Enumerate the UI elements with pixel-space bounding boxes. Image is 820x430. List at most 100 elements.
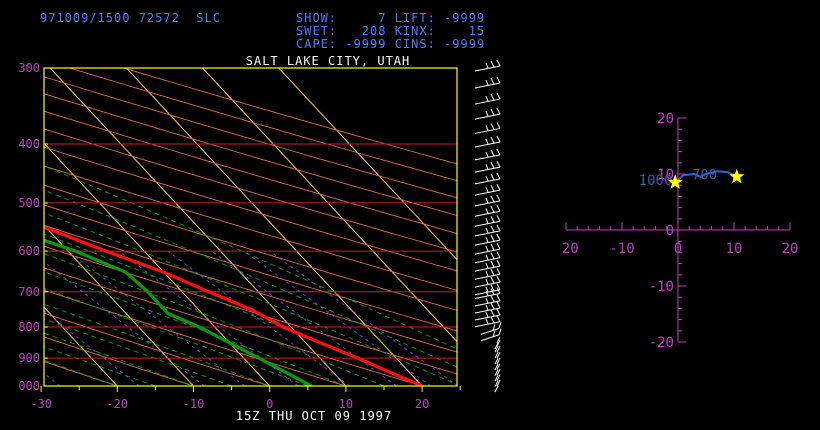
wind-barb [474, 259, 501, 272]
wind-barb [494, 363, 501, 376]
hodograph-pressure-label: 1000 [639, 173, 673, 189]
isotherm-line [202, 68, 457, 343]
moist-adiabat-line [44, 165, 457, 350]
wind-barb [494, 357, 501, 371]
dry-adiabat-line [44, 245, 457, 375]
wind-barb [474, 287, 501, 300]
wind-barb [474, 308, 501, 321]
hodograph-star-marker [729, 168, 745, 184]
pressure-tick-label: 900 [18, 351, 40, 365]
wind-barb [474, 122, 501, 134]
moist-adiabat-line [44, 303, 270, 386]
moist-adiabat-line [44, 346, 156, 386]
moist-adiabat-line [44, 332, 194, 386]
wind-barb [494, 374, 501, 387]
dry-adiabat-line [44, 267, 423, 386]
dry-adiabat-line [44, 184, 457, 311]
pressure-tick-label: 500 [18, 196, 40, 210]
mixing-ratio-line [44, 310, 140, 386]
mixing-ratio-line [269, 250, 457, 386]
wind-barb [474, 251, 501, 264]
dry-adiabat-line [122, 68, 457, 165]
dry-adiabat-line [44, 76, 457, 199]
temperature-tick-label: -20 [106, 397, 128, 411]
wind-barb [474, 275, 501, 288]
pressure-tick-label: 300 [18, 61, 40, 75]
dry-adiabat-line [44, 93, 457, 216]
pressure-tick-label: 600 [18, 244, 40, 258]
wind-barbs-column [474, 59, 502, 393]
isotherm-line [125, 68, 423, 386]
sounding-header: 971009/1500 72572 SLC SHOW: 7 LIFT: -999… [0, 0, 560, 60]
dry-adiabat-line [44, 204, 457, 332]
dry-adiabat-line [44, 128, 457, 253]
temperature-tick-label: 0 [266, 397, 273, 411]
sounding-profiles [44, 225, 423, 386]
hodograph-star-marker [667, 174, 683, 189]
hodograph-x-label: -10 [609, 241, 634, 257]
mixing-ratio-line [243, 250, 432, 386]
skew-t-axes: 300 400 500 600 700 800 900 000 -30 -20 -10 0 10 20 [18, 61, 461, 411]
wind-barb [474, 224, 501, 237]
wind-barb [474, 301, 501, 314]
wind-barb [474, 194, 501, 207]
dry-adiabat-line [0, 59, 41, 386]
wind-barb [494, 346, 501, 359]
temperature-tick-label: 10 [339, 397, 353, 411]
hodograph-wind-trace [674, 170, 738, 184]
sounding-time-label: 15Z THU OCT 09 1997 [236, 409, 392, 423]
wind-barb [474, 215, 501, 227]
wind-barb [494, 336, 501, 350]
mixing-ratio-line [68, 250, 245, 386]
dry-adiabat-line [44, 312, 270, 386]
hodograph-x-label: -20 [560, 241, 579, 257]
wind-barb [480, 328, 502, 342]
isotherm-line [0, 68, 41, 386]
wind-barb [474, 268, 501, 280]
isotherm-line [49, 68, 347, 386]
hodograph-x-label: 0 [674, 241, 682, 257]
hodograph: -20 -10 0 10 20 20 10 0 -10 -20 1000 700 [560, 111, 798, 351]
wind-barb [474, 205, 501, 217]
wind-barb [474, 242, 501, 255]
pressure-tick-label: 800 [18, 320, 40, 334]
dry-adiabat-line [44, 289, 347, 386]
stability-indices-line-3: CAPE: -9999 CINS: -9999 [296, 37, 486, 51]
pressure-tick-label: 700 [18, 285, 40, 299]
wind-barb [474, 233, 501, 246]
moist-adiabat-line [44, 288, 308, 386]
station-id-text: 971009/1500 72572 SLC [40, 11, 221, 25]
hodograph-y-label: 20 [657, 111, 674, 127]
mixing-ratio-line [44, 372, 61, 386]
plot-frame [43, 67, 458, 387]
wind-barb [494, 368, 501, 382]
wind-barb [494, 379, 501, 393]
wind-barb [474, 183, 501, 196]
mixing-ratio-line [44, 261, 205, 386]
pressure-tick-label: 000 [18, 379, 40, 393]
wind-barb [474, 76, 501, 89]
isotherm-line [278, 68, 457, 261]
skew-t-diagram: 300 400 500 600 700 800 900 000 -30 -20 -10 0 10 20 S… [0, 54, 502, 423]
wind-barb [474, 172, 501, 185]
wind-barb [474, 160, 501, 173]
wind-barb [474, 107, 501, 120]
hodograph-y-label: 0 [666, 223, 674, 239]
chart-title: SALT LAKE CITY, UTAH [246, 54, 411, 68]
dry-adiabat-line [44, 165, 457, 291]
isotherm-line [44, 142, 271, 386]
temperature-tick-label: -10 [183, 397, 205, 411]
dry-adiabat-line [68, 68, 457, 182]
temperature-tick-label: 20 [415, 397, 429, 411]
temperature-profile-line [44, 225, 423, 386]
isotherm-line [44, 224, 194, 386]
dry-adiabat-line [44, 336, 194, 386]
wind-barb [474, 315, 501, 328]
wind-barb [474, 92, 501, 105]
stability-indices-line-1: SHOW: 7 LIFT: -9999 [296, 11, 486, 25]
hodograph-x-label: 10 [726, 241, 743, 257]
dry-adiabat-line [44, 224, 457, 353]
hodograph-pressure-label: 700 [692, 168, 717, 184]
hodograph-y-label: 10 [657, 167, 674, 183]
wind-barb [474, 59, 501, 72]
